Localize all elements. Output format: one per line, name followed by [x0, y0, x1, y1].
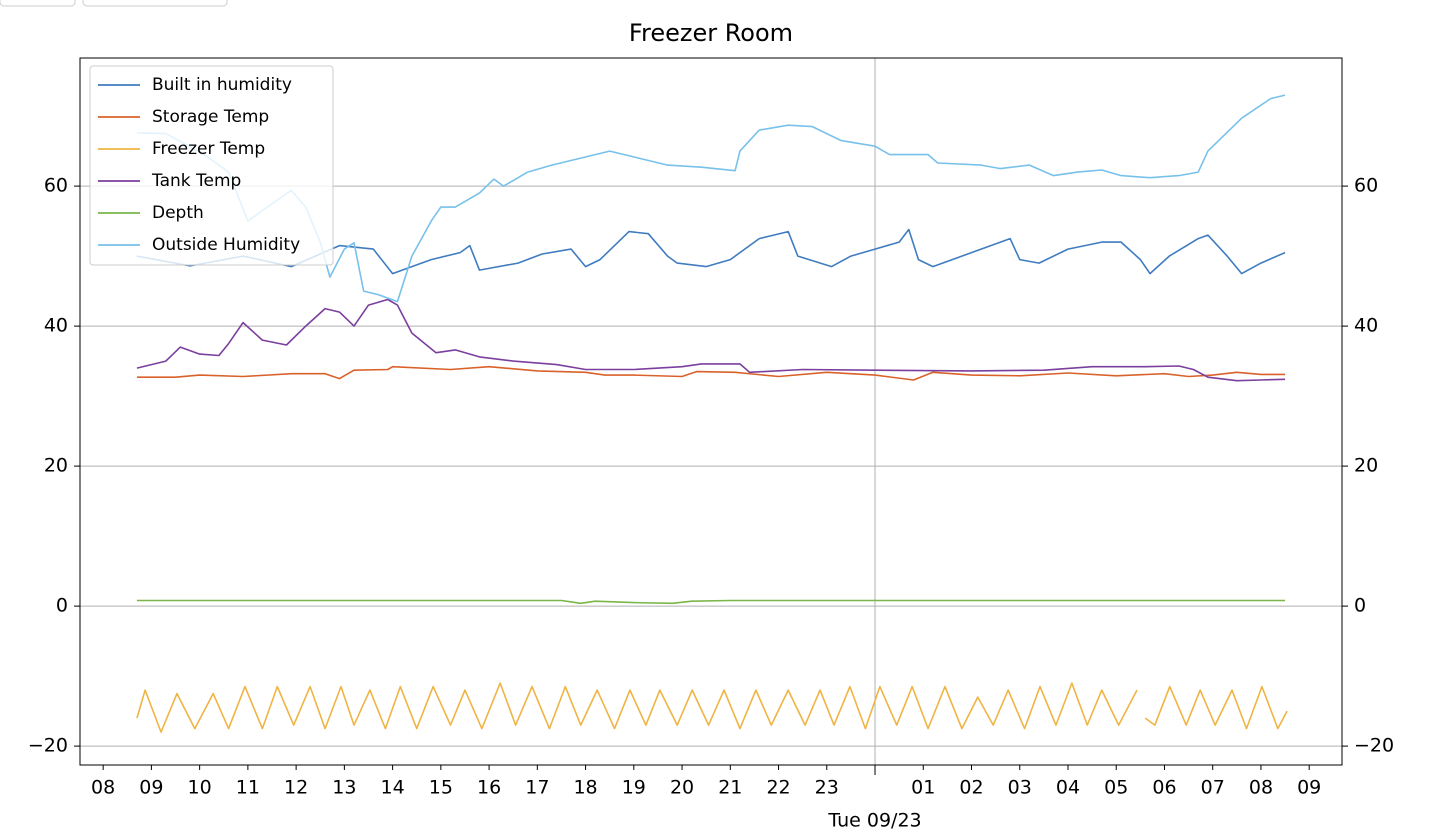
x-tick-label: 21 [718, 777, 742, 799]
x-tick-label: 01 [911, 777, 935, 799]
x-tick-label: 18 [573, 777, 597, 799]
x-tick-label: 06 [1152, 777, 1176, 799]
x-tick-label: 08 [91, 777, 115, 799]
x-major-tick-label: Tue 09/23 [827, 810, 921, 832]
legend-box [89, 65, 334, 266]
x-tick-label: 15 [429, 777, 453, 799]
series-line [136, 365, 1286, 381]
x-tick-label: 14 [381, 777, 405, 799]
y2-tick-label: 40 [1354, 315, 1378, 337]
y2-tick-label: −20 [1354, 735, 1394, 757]
x-tick-label: 16 [477, 777, 501, 799]
x-tick-label: 07 [1201, 777, 1225, 799]
x-tick-label: 09 [139, 777, 163, 799]
x-tick-label: 08 [1249, 777, 1273, 799]
y-tick-label: 0 [56, 595, 68, 617]
x-tick-label: 23 [815, 777, 839, 799]
legend: Built in humidity Storage Temp Freezer Tem… [89, 65, 334, 266]
axes-frame [79, 57, 1343, 766]
legend-label: Depth [152, 203, 204, 223]
y2-tick-label: 0 [1354, 595, 1366, 617]
series-line [136, 599, 1286, 605]
series-line [136, 298, 1286, 382]
y2-tick-label: 20 [1354, 455, 1378, 477]
x-tick-label: 20 [670, 777, 694, 799]
chart-title: Freezer Room [629, 19, 793, 47]
x-tick-label: 04 [1056, 777, 1080, 799]
legend-label: Storage Temp [152, 107, 269, 127]
x-tick-label: 05 [1104, 777, 1128, 799]
x-tick-label: 10 [188, 777, 212, 799]
x-tick-label: 02 [959, 777, 983, 799]
y-tick-label: 20 [44, 455, 68, 477]
x-tick-label: 12 [284, 777, 308, 799]
y-tick-label: 60 [44, 175, 68, 197]
y-tick-label: 40 [44, 315, 68, 337]
legend-label: Tank Temp [151, 171, 241, 191]
y-tick-label: −20 [28, 735, 68, 757]
y2-tick-label: 60 [1354, 175, 1378, 197]
series-line [136, 228, 1286, 275]
x-tick-label: 17 [525, 777, 549, 799]
x-tick-label: 11 [236, 777, 260, 799]
x-tick-label: 03 [1008, 777, 1032, 799]
toolbar-button[interactable] [0, 0, 76, 7]
x-tick-label: 22 [766, 777, 790, 799]
legend-label: Freezer Temp [152, 139, 265, 159]
legend-label: Outside Humidity [152, 235, 300, 255]
toolbar-button[interactable] [82, 0, 228, 7]
series-line [136, 682, 1288, 733]
x-tick-label: 19 [622, 777, 646, 799]
x-tick-label: 13 [332, 777, 356, 799]
x-tick-label: 09 [1297, 777, 1321, 799]
legend-label: Built in humidity [152, 75, 292, 95]
